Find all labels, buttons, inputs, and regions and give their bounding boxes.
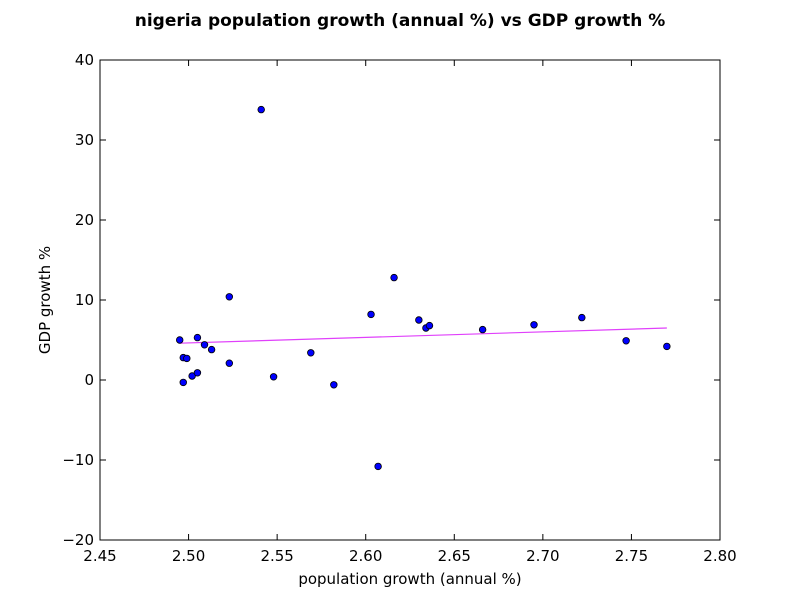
data-point bbox=[176, 336, 184, 344]
y-tick-label: 30 bbox=[75, 131, 94, 149]
data-point bbox=[269, 373, 278, 381]
data-point bbox=[415, 316, 423, 324]
data-point bbox=[200, 341, 209, 349]
data-point bbox=[179, 378, 187, 387]
axis-ticks: 2.45 2.50 2.55 2.60 2.65 2.70 2.75 2.80 −20 −10 0 1… bbox=[62, 51, 736, 565]
data-point bbox=[225, 293, 234, 301]
data-point bbox=[225, 359, 234, 367]
data-point bbox=[374, 462, 382, 471]
data-point bbox=[622, 337, 630, 345]
y-tick-label: 40 bbox=[75, 51, 94, 69]
x-tick-label: 2.80 bbox=[703, 547, 736, 565]
y-tick-label: −10 bbox=[62, 451, 94, 469]
data-point bbox=[193, 333, 202, 342]
y-tick-label: 20 bbox=[75, 211, 94, 229]
data-point bbox=[578, 313, 586, 322]
y-tick-label: −20 bbox=[62, 531, 94, 549]
data-point bbox=[193, 369, 202, 377]
y-tick-label: 0 bbox=[84, 371, 94, 389]
data-point bbox=[367, 310, 375, 319]
data-point bbox=[207, 345, 216, 354]
data-point bbox=[183, 354, 191, 363]
data-point bbox=[307, 349, 315, 357]
data-point bbox=[257, 105, 265, 114]
x-tick-label: 2.60 bbox=[349, 547, 382, 565]
x-tick-label: 2.55 bbox=[260, 547, 293, 565]
x-axis-label: population growth (annual %) bbox=[298, 570, 521, 588]
plot-frame bbox=[99, 59, 721, 541]
data-point bbox=[188, 372, 196, 380]
trend-line bbox=[179, 327, 667, 344]
chart-title: nigeria population growth (annual %) vs … bbox=[135, 11, 666, 31]
y-axis-label: GDP growth % bbox=[36, 246, 54, 354]
x-tick-label: 2.45 bbox=[83, 547, 116, 565]
data-point bbox=[478, 325, 487, 334]
x-tick-label: 2.65 bbox=[438, 547, 471, 565]
y-tick-label: 10 bbox=[75, 291, 94, 309]
x-tick-label: 2.70 bbox=[526, 547, 559, 565]
data-point bbox=[663, 342, 671, 351]
x-tick-label: 2.75 bbox=[615, 547, 648, 565]
data-point bbox=[390, 273, 398, 282]
data-point bbox=[530, 321, 538, 329]
data-point bbox=[425, 321, 434, 330]
plot-area bbox=[176, 105, 671, 471]
x-tick-label: 2.50 bbox=[172, 547, 205, 565]
data-point bbox=[330, 381, 338, 389]
